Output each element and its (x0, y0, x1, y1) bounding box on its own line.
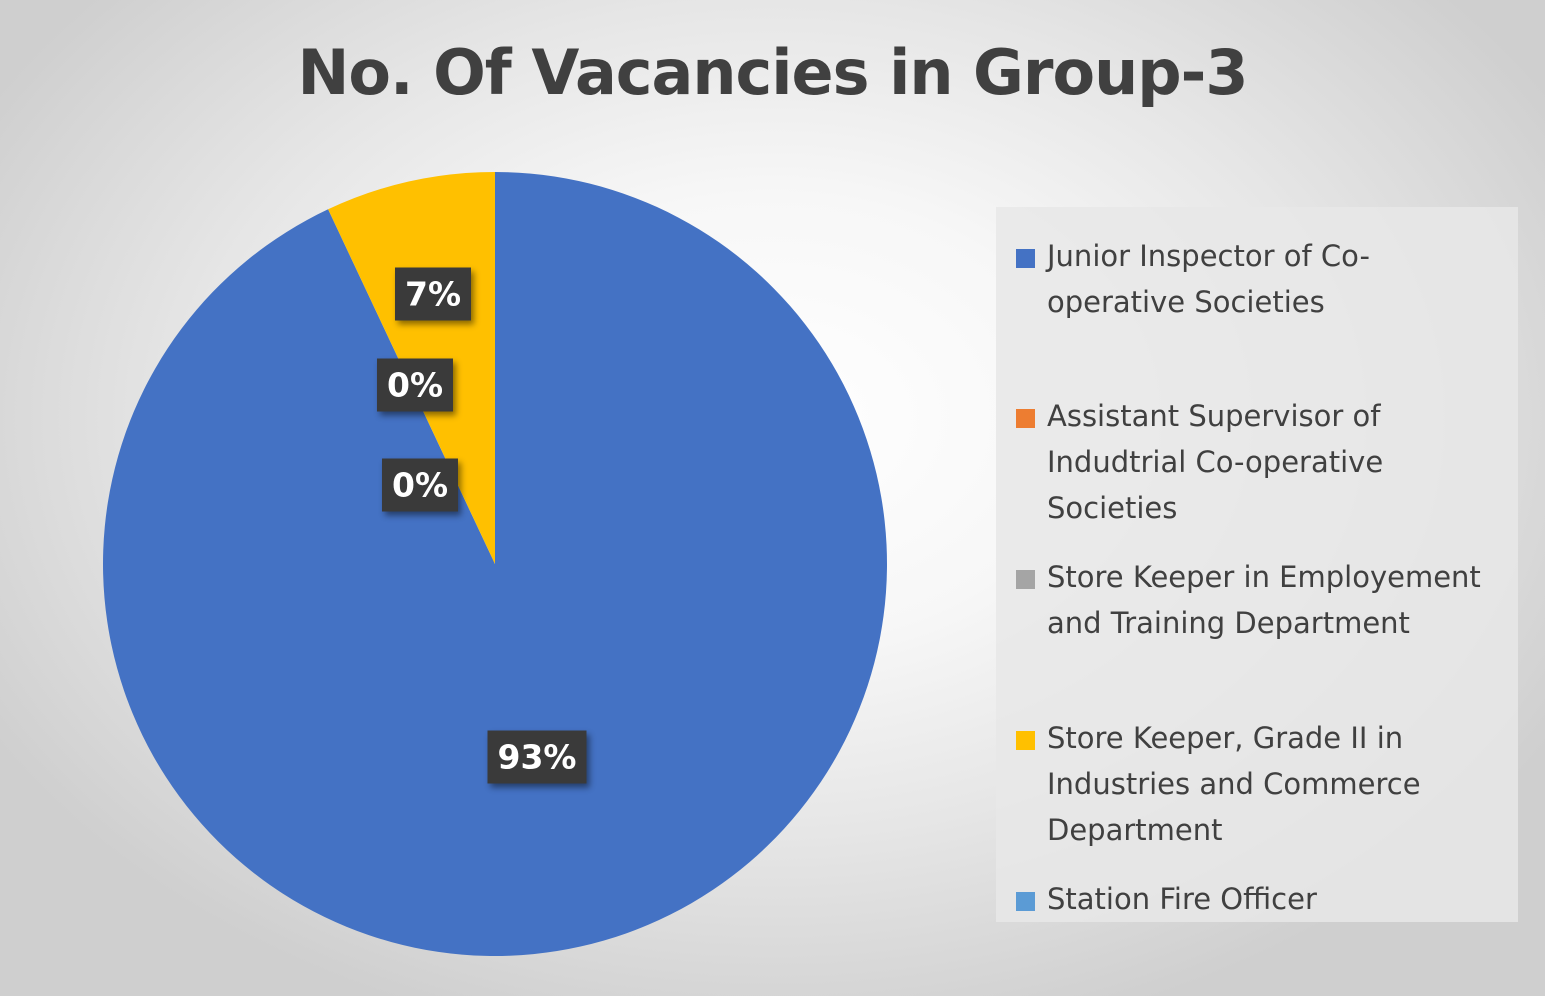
legend-label: Station Fire Officer (1047, 882, 1317, 916)
data-label: 93% (487, 730, 587, 784)
legend-swatch (1016, 249, 1035, 268)
legend-swatch (1016, 409, 1035, 428)
legend-label: Junior Inspector of Co-operative Societi… (1047, 239, 1370, 319)
legend-label: Store Keeper in Employement and Training … (1047, 560, 1481, 640)
chart-title: No. Of Vacancies in Group-3 (297, 36, 1248, 109)
legend-label: Store Keeper, Grade II in Industries and … (1047, 721, 1421, 847)
data-label: 7% (394, 267, 472, 321)
legend-swatch (1016, 570, 1035, 589)
legend-label: Assistant Supervisor of Indudtrial Co-ope… (1047, 399, 1384, 525)
data-label: 0% (381, 458, 459, 512)
legend-swatch (1016, 731, 1035, 750)
legend-swatch (1016, 892, 1035, 911)
data-label: 0% (376, 358, 454, 412)
legend: Junior Inspector of Co-operative Societi… (996, 207, 1518, 922)
pie-slice (102, 172, 888, 956)
